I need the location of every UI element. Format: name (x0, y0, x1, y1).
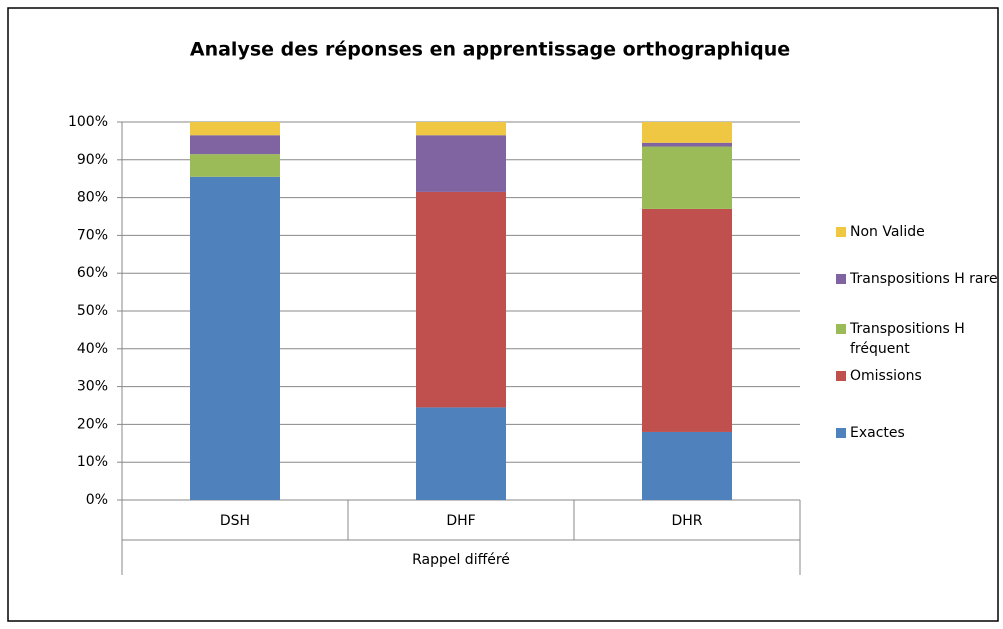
legend-entry: Non Valide (836, 222, 1000, 242)
y-tick-label: 90% (77, 152, 108, 168)
y-tick-label: 70% (77, 227, 108, 243)
bar-segment (190, 176, 280, 500)
group-label: Rappel différé (412, 552, 510, 568)
x-tick-label: DSH (220, 513, 250, 529)
chart-title: Analyse des réponses en apprentissage or… (190, 39, 790, 61)
legend-entry: Exactes (836, 423, 1000, 443)
bar-segment (642, 122, 732, 143)
bar-segment (642, 208, 732, 432)
legend-swatch (836, 371, 846, 381)
legend-label: Transpositions H fréquent (850, 321, 965, 357)
y-tick-label: 100% (68, 114, 108, 130)
y-tick-label: 40% (77, 341, 108, 357)
legend-entry: Omissions (836, 366, 1000, 386)
bar-segment (190, 135, 280, 155)
bar-segment (642, 146, 732, 209)
y-tick-label: 0% (86, 492, 108, 508)
legend-swatch (836, 428, 846, 438)
bar-segment (642, 431, 732, 500)
bar-segment (190, 154, 280, 177)
y-tick-label: 30% (77, 379, 108, 395)
y-tick-label: 80% (77, 190, 108, 206)
legend-swatch (836, 274, 846, 284)
bar-segment (416, 135, 506, 192)
bar-segment (416, 122, 506, 136)
x-tick-label: DHF (446, 513, 475, 529)
y-tick-label: 10% (77, 454, 108, 470)
bar-segment (416, 191, 506, 408)
y-tick-label: 20% (77, 416, 108, 432)
legend-label: Transpositions H rare (850, 271, 998, 287)
bar-segment (642, 142, 732, 147)
legend-swatch (836, 324, 846, 334)
legend-entry: Transpositions H rare (836, 269, 1000, 289)
y-tick-label: 60% (77, 265, 108, 281)
bar-segment (416, 407, 506, 500)
y-tick-label: 50% (77, 303, 108, 319)
legend-label: Exactes (850, 425, 905, 441)
bar-segment (190, 122, 280, 136)
legend-label: Non Valide (850, 224, 925, 240)
x-tick-label: DHR (671, 513, 702, 529)
legend-swatch (836, 227, 846, 237)
legend-entry: Transpositions H fréquent (836, 319, 1000, 359)
legend-label: Omissions (850, 368, 922, 384)
